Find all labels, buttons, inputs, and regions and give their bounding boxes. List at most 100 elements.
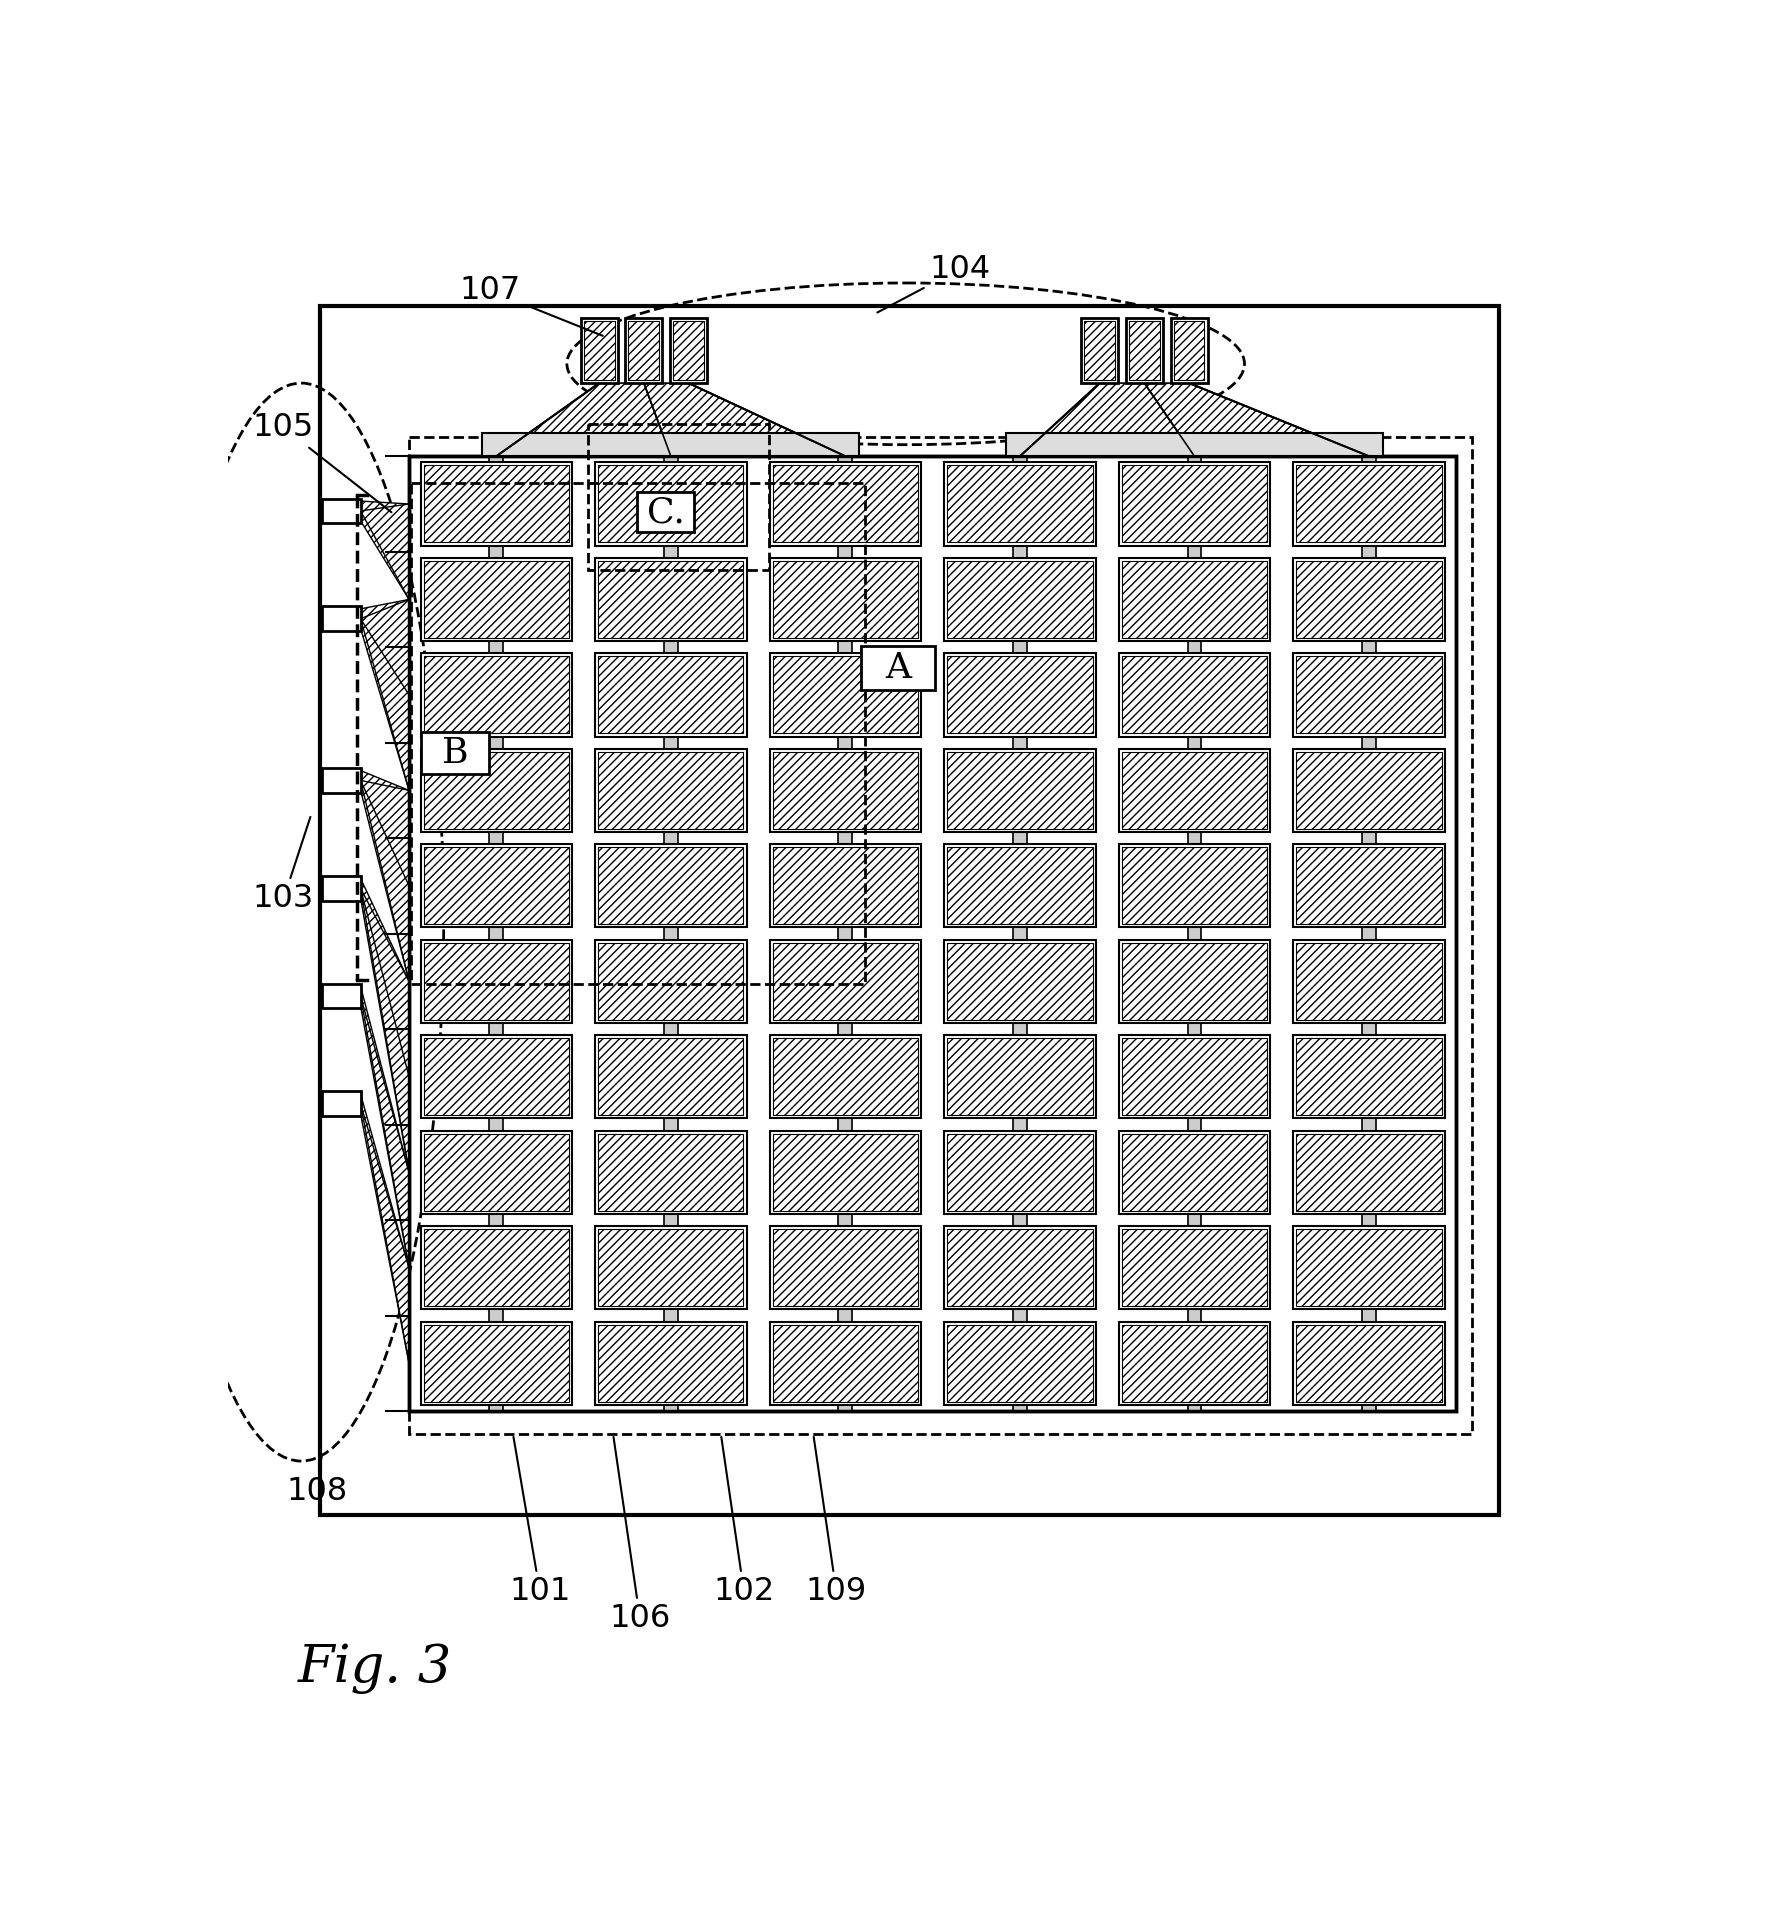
- Text: 109: 109: [805, 1437, 868, 1607]
- Bar: [637, 493, 694, 533]
- Polygon shape: [644, 384, 846, 456]
- Bar: [948, 943, 1093, 1019]
- Bar: [424, 657, 569, 733]
- Text: A: A: [886, 651, 911, 685]
- Bar: [424, 561, 569, 638]
- Bar: [1118, 557, 1270, 641]
- Bar: [410, 437, 1472, 1434]
- Text: 107: 107: [460, 275, 603, 336]
- Bar: [483, 433, 859, 456]
- Bar: [1297, 1038, 1442, 1115]
- Bar: [773, 657, 918, 733]
- Text: Fig. 3: Fig. 3: [297, 1644, 451, 1695]
- Bar: [945, 653, 1095, 737]
- Bar: [948, 657, 1093, 733]
- Bar: [320, 305, 1499, 1516]
- Bar: [769, 1226, 921, 1310]
- Bar: [1170, 317, 1208, 384]
- Bar: [596, 939, 746, 1023]
- Bar: [1293, 1035, 1446, 1119]
- Bar: [1297, 1325, 1442, 1401]
- Text: 108: 108: [286, 1457, 347, 1508]
- Bar: [1005, 433, 1383, 456]
- Bar: [948, 1134, 1093, 1210]
- Bar: [322, 983, 361, 1008]
- Bar: [420, 1130, 572, 1214]
- Bar: [410, 456, 1456, 1411]
- Text: 103: 103: [252, 817, 315, 914]
- Bar: [1293, 462, 1446, 546]
- Bar: [773, 561, 918, 638]
- Bar: [1293, 1130, 1446, 1214]
- Bar: [490, 456, 503, 1411]
- Bar: [1293, 557, 1446, 641]
- Bar: [1297, 752, 1442, 829]
- Bar: [596, 1321, 746, 1405]
- Bar: [773, 466, 918, 542]
- Bar: [598, 943, 744, 1019]
- Polygon shape: [361, 771, 410, 981]
- Bar: [948, 561, 1093, 638]
- Bar: [424, 943, 569, 1019]
- Bar: [598, 1134, 744, 1210]
- Bar: [1013, 456, 1027, 1411]
- Bar: [1361, 456, 1376, 1411]
- Polygon shape: [361, 500, 410, 599]
- Bar: [1293, 653, 1446, 737]
- Bar: [1293, 1321, 1446, 1405]
- Bar: [1122, 1325, 1267, 1401]
- Bar: [769, 557, 921, 641]
- Bar: [1293, 939, 1446, 1023]
- Bar: [596, 1035, 746, 1119]
- Polygon shape: [361, 599, 410, 790]
- Bar: [1188, 456, 1202, 1411]
- Bar: [596, 1130, 746, 1214]
- Polygon shape: [496, 384, 671, 456]
- Bar: [628, 321, 660, 380]
- Bar: [948, 466, 1093, 542]
- Bar: [1297, 943, 1442, 1019]
- Bar: [322, 607, 361, 632]
- Bar: [598, 1229, 744, 1306]
- Bar: [589, 424, 769, 571]
- Bar: [596, 557, 746, 641]
- Polygon shape: [361, 1094, 410, 1363]
- Bar: [596, 748, 746, 832]
- Bar: [769, 462, 921, 546]
- Bar: [1122, 1038, 1267, 1115]
- Bar: [945, 1035, 1095, 1119]
- Bar: [1297, 1229, 1442, 1306]
- Bar: [769, 748, 921, 832]
- Bar: [839, 456, 852, 1411]
- Bar: [945, 557, 1095, 641]
- Text: 102: 102: [714, 1437, 775, 1607]
- Bar: [769, 844, 921, 928]
- Bar: [1118, 1130, 1270, 1214]
- Bar: [598, 1325, 744, 1401]
- Bar: [420, 1226, 572, 1310]
- Bar: [1122, 752, 1267, 829]
- Bar: [769, 1130, 921, 1214]
- Bar: [1122, 657, 1267, 733]
- Bar: [1293, 844, 1446, 928]
- Bar: [1174, 321, 1204, 380]
- Bar: [598, 1038, 744, 1115]
- Bar: [664, 456, 678, 1411]
- Bar: [1122, 1229, 1267, 1306]
- Bar: [424, 1325, 569, 1401]
- Bar: [598, 848, 744, 924]
- Polygon shape: [1145, 384, 1369, 456]
- Bar: [420, 1321, 572, 1405]
- Bar: [424, 848, 569, 924]
- Bar: [420, 557, 572, 641]
- Bar: [773, 752, 918, 829]
- Bar: [1293, 1226, 1446, 1310]
- Bar: [1122, 1134, 1267, 1210]
- Bar: [862, 645, 934, 691]
- Bar: [945, 748, 1095, 832]
- Polygon shape: [361, 987, 410, 1268]
- Text: 106: 106: [610, 1437, 671, 1634]
- Bar: [773, 1229, 918, 1306]
- Bar: [1118, 1321, 1270, 1405]
- Bar: [945, 1226, 1095, 1310]
